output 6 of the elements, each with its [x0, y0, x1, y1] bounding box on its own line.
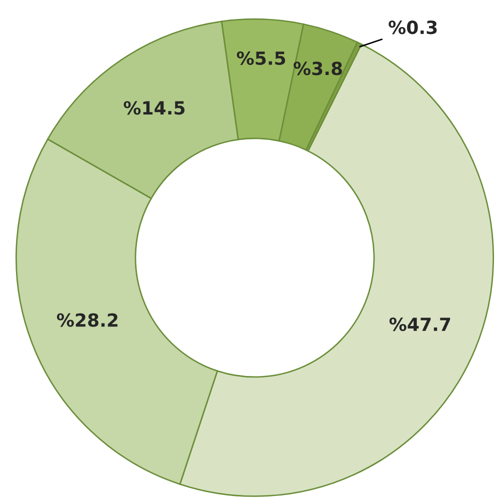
data-label: %14.5: [124, 101, 185, 115]
data-label: %3.8: [294, 62, 342, 76]
data-label: %28.2: [56, 313, 118, 327]
data-label: %5.5: [236, 51, 286, 65]
data-label: %47.7: [389, 317, 450, 332]
data-label: %0.3: [388, 20, 437, 34]
